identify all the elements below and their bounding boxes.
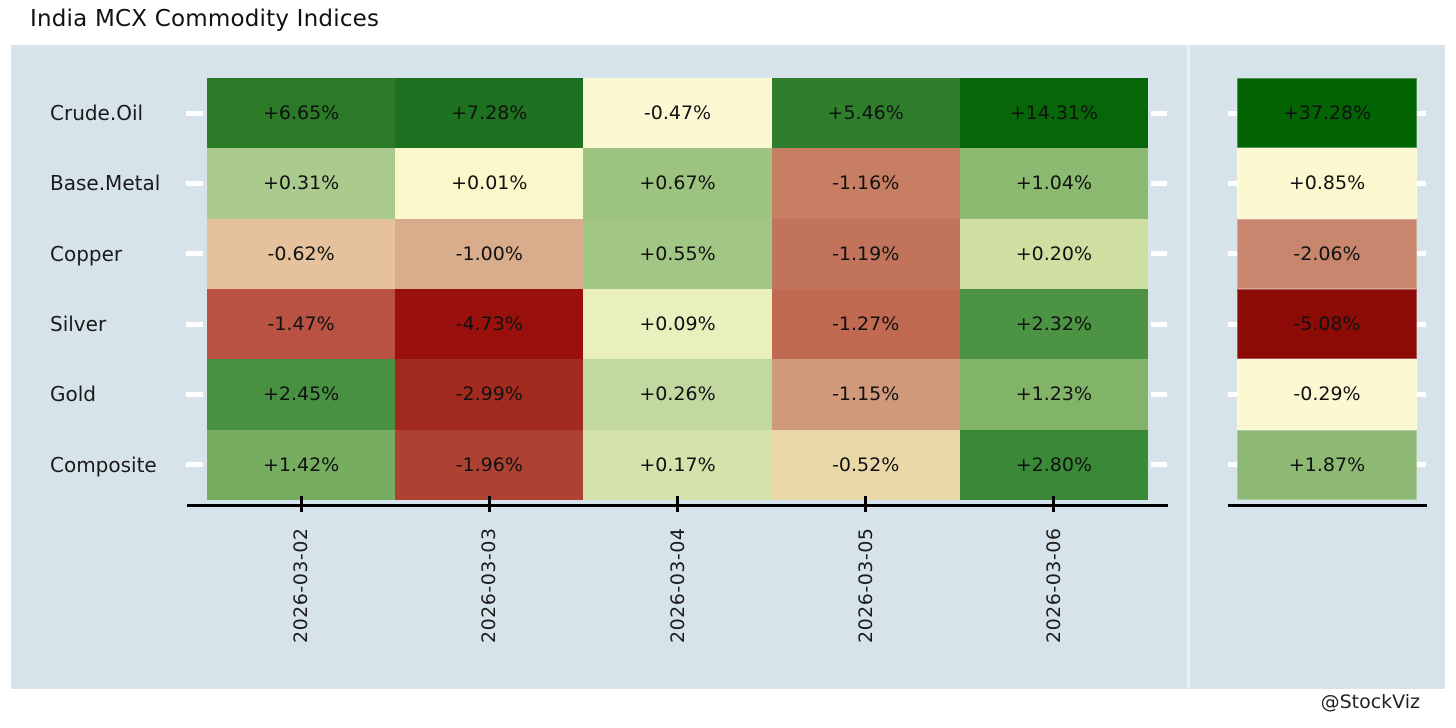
heatmap-cell: +1.04% [959, 148, 1148, 219]
row-label: Silver [50, 312, 107, 337]
heatmap-cell: +0.09% [583, 289, 772, 360]
row-tick-mark [1151, 321, 1167, 327]
x-axis-label: 2026-03-02 [290, 527, 313, 643]
heatmap-cell: -0.62% [207, 218, 396, 289]
x-axis-tick [487, 496, 491, 512]
x-axis-totals [1228, 504, 1427, 507]
heatmap-cell: +7.28% [395, 78, 584, 149]
row-tick-mark [1417, 321, 1426, 327]
chart-panel: Crude.Oil Base.Metal Copper Silver Gold Compo… [11, 45, 1445, 689]
row-tick-mark [186, 180, 203, 186]
row-tick-mark [1151, 462, 1167, 468]
row-tick-mark [1228, 251, 1237, 257]
row-tick-mark [186, 251, 203, 257]
row-label: Composite [50, 452, 157, 477]
heatmap-cell: -1.47% [207, 289, 396, 360]
x-axis-label: 2026-03-03 [478, 527, 501, 643]
row-tick-mark [1228, 180, 1237, 186]
row-tick-mark [1151, 180, 1167, 186]
heatmap-cell: -0.52% [771, 429, 960, 500]
row-tick-mark [1417, 110, 1426, 116]
x-axis-label: 2026-03-04 [666, 527, 689, 643]
heatmap-cell: +0.01% [395, 148, 584, 219]
heatmap-cell: -1.15% [771, 359, 960, 430]
row-label: Base.Metal [50, 171, 161, 196]
row-tick-mark [186, 321, 203, 327]
row-tick-mark [1228, 321, 1237, 327]
heatmap-cell: +2.32% [959, 289, 1148, 360]
watermark: @StockViz [1320, 691, 1420, 713]
chart-title: India MCX Commodity Indices [30, 6, 380, 32]
heatmap-grid: +6.65% +7.28% -0.47% +5.46% +14.31% +0.31% +0.… [207, 78, 1148, 500]
row-tick-mark [186, 110, 203, 116]
total-cell: -2.06% [1237, 218, 1417, 289]
heatmap-cell: -1.00% [395, 218, 584, 289]
totals-column: +37.28% +0.85% -2.06% -5.08% -0.29% +1.87% [1237, 78, 1417, 500]
row-tick-mark [1417, 462, 1426, 468]
row-tick-mark [1228, 462, 1237, 468]
row-tick-mark [1151, 110, 1167, 116]
row-tick-mark [1228, 391, 1237, 397]
heatmap-cell: +1.42% [207, 429, 396, 500]
x-axis-tick [1052, 496, 1056, 512]
heatmap-cell: +2.45% [207, 359, 396, 430]
x-axis-tick [676, 496, 679, 512]
heatmap-cell: +14.31% [959, 78, 1148, 149]
row-tick-mark [186, 391, 203, 397]
row-tick-mark [1417, 251, 1426, 257]
heatmap-cell: +0.26% [583, 359, 772, 430]
row-tick-mark [1417, 180, 1426, 186]
total-cell: -0.29% [1237, 359, 1417, 430]
heatmap-cell: +2.80% [959, 429, 1148, 500]
x-axis-tick [299, 496, 303, 512]
heatmap-cell: -1.16% [771, 148, 960, 219]
heatmap-cell: +0.31% [207, 148, 396, 219]
heatmap-cell: -0.47% [583, 78, 772, 149]
row-label: Crude.Oil [50, 101, 144, 126]
row-label: Copper [50, 241, 123, 266]
x-axis-label: 2026-03-05 [854, 527, 877, 643]
heatmap-cell: +0.17% [583, 429, 772, 500]
heatmap-cell: -1.19% [771, 218, 960, 289]
row-tick-mark [1151, 391, 1167, 397]
x-axis-tick [864, 496, 868, 512]
row-label: Gold [50, 382, 96, 407]
heatmap-cell: +0.55% [583, 218, 772, 289]
heatmap-cell: -1.27% [771, 289, 960, 360]
heatmap-cell: -4.73% [395, 289, 584, 360]
x-axis-label: 2026-03-06 [1042, 527, 1065, 643]
heatmap-cell: +5.46% [771, 78, 960, 149]
total-cell: +37.28% [1237, 78, 1417, 149]
row-tick-mark [1228, 110, 1237, 116]
heatmap-cell: +0.67% [583, 148, 772, 219]
row-tick-mark [186, 462, 203, 468]
total-cell: +1.87% [1237, 429, 1417, 500]
panel-seam [1187, 45, 1190, 689]
row-tick-mark [1151, 251, 1167, 257]
heatmap-cell: -2.99% [395, 359, 584, 430]
heatmap-cell: -1.96% [395, 429, 584, 500]
heatmap-cell: +1.23% [959, 359, 1148, 430]
total-cell: +0.85% [1237, 148, 1417, 219]
heatmap-cell: +6.65% [207, 78, 396, 149]
row-tick-mark [1417, 391, 1426, 397]
heatmap-cell: +0.20% [959, 218, 1148, 289]
total-cell: -5.08% [1237, 289, 1417, 360]
